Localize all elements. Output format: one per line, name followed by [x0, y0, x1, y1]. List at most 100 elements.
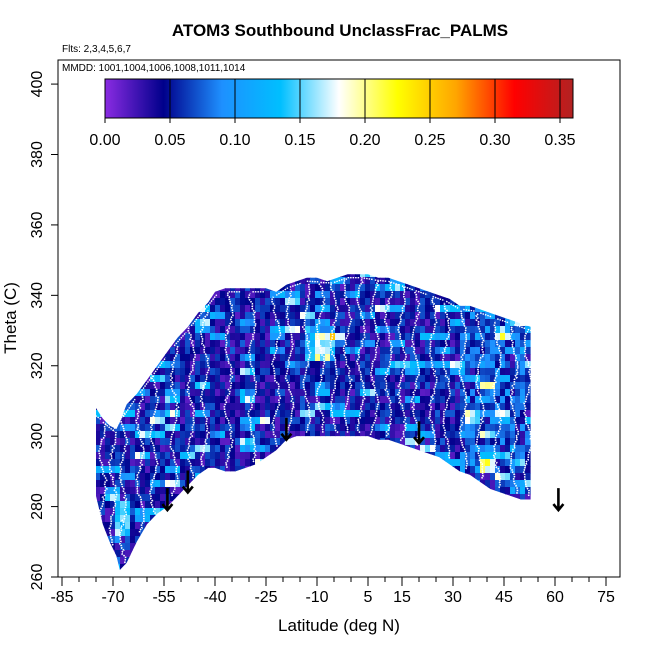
heatmap-cell [460, 403, 466, 411]
heatmap-cell [330, 249, 336, 257]
heatmap-cell [425, 501, 431, 509]
heatmap-cell [215, 274, 221, 278]
heatmap-cell [150, 550, 156, 558]
heatmap-cell [360, 277, 366, 285]
heatmap-cell [295, 459, 301, 467]
heatmap-cell [435, 354, 441, 362]
heatmap-cell [110, 396, 116, 404]
heatmap-cell [280, 298, 286, 306]
heatmap-cell [115, 438, 121, 446]
heatmap-cell [405, 473, 411, 481]
heatmap-cell [85, 382, 91, 390]
heatmap-cell [305, 375, 311, 383]
heatmap-cell [215, 536, 221, 544]
heatmap-cell [80, 501, 86, 509]
heatmap-cell [280, 557, 286, 565]
heatmap-cell [510, 347, 516, 355]
heatmap-cell [170, 242, 176, 250]
heatmap-cell [190, 564, 196, 570]
heatmap-cell [115, 333, 121, 341]
heatmap-cell [430, 494, 436, 502]
heatmap-cell [160, 305, 166, 313]
heatmap-cell [205, 375, 211, 383]
heatmap-cell [335, 480, 341, 488]
heatmap-cell [290, 550, 296, 558]
heatmap-cell [435, 550, 441, 558]
heatmap-cell [490, 396, 496, 404]
heatmap-cell [455, 557, 461, 565]
heatmap-cell [285, 249, 291, 257]
heatmap-cell [175, 389, 181, 397]
heatmap-cell [330, 466, 336, 474]
heatmap-cell [225, 410, 231, 418]
arrow-marker [552, 488, 565, 513]
heatmap-cell [110, 333, 116, 341]
heatmap-cell [325, 361, 331, 369]
heatmap-cell [380, 501, 386, 509]
heatmap-cell [255, 431, 261, 439]
heatmap-cell [410, 326, 416, 334]
heatmap-cell [390, 564, 396, 570]
heatmap-cell [340, 501, 346, 509]
heatmap-cell [165, 263, 171, 271]
heatmap-cell [65, 270, 71, 278]
heatmap-cell [455, 333, 461, 341]
heatmap-cell [170, 424, 176, 432]
heatmap-cell [395, 564, 401, 570]
heatmap-cell [150, 543, 156, 551]
heatmap-cell [180, 326, 186, 334]
heatmap-cell [225, 480, 231, 488]
heatmap-cell [150, 354, 156, 362]
heatmap-cell [150, 396, 156, 404]
heatmap-cell [250, 284, 256, 292]
heatmap-cell [205, 550, 211, 558]
heatmap-cell [160, 529, 166, 537]
heatmap-cell [170, 256, 176, 264]
heatmap-cell [385, 410, 391, 418]
heatmap-cell [80, 298, 86, 306]
heatmap-cell [85, 270, 91, 278]
heatmap-cell [430, 459, 436, 467]
heatmap-cell [525, 354, 531, 362]
heatmap-cell [490, 277, 496, 285]
heatmap-cell [220, 487, 226, 495]
heatmap-cell [340, 543, 346, 551]
heatmap-cell [250, 347, 256, 355]
heatmap-cell [260, 403, 266, 411]
heatmap-cell [135, 452, 141, 460]
heatmap-cell [505, 410, 511, 418]
heatmap-cell [375, 410, 381, 418]
heatmap-cell [250, 550, 256, 558]
heatmap-cell [110, 263, 116, 271]
heatmap-cell [315, 480, 321, 488]
heatmap-cell [480, 305, 486, 313]
heatmap-cell [170, 277, 176, 285]
heatmap-cell [330, 333, 336, 341]
heatmap-cell [325, 494, 331, 502]
heatmap-cell [140, 424, 146, 432]
heatmap-cell [180, 564, 186, 570]
heatmap-cell [350, 382, 356, 390]
heatmap-cell [490, 466, 496, 474]
heatmap-cell [420, 487, 426, 495]
heatmap-cell [135, 326, 141, 334]
heatmap-cell [425, 235, 431, 243]
heatmap-cell [110, 452, 116, 460]
heatmap-cell [270, 557, 276, 565]
heatmap-cell [295, 480, 301, 488]
heatmap-cell [275, 543, 281, 551]
x-axis-label: Latitude (deg N) [278, 616, 400, 635]
heatmap-cell [165, 452, 171, 460]
heatmap-cell [205, 536, 211, 544]
heatmap-cell [230, 550, 236, 558]
heatmap-cell [280, 424, 286, 432]
heatmap-cell [245, 494, 251, 502]
heatmap-cell [290, 361, 296, 369]
heatmap-cell [490, 284, 496, 292]
heatmap-cell [510, 522, 516, 530]
heatmap-cell [350, 494, 356, 502]
heatmap-cell [355, 459, 361, 467]
heatmap-cell [255, 274, 261, 278]
heatmap-cell [150, 431, 156, 439]
heatmap-cell [190, 354, 196, 362]
